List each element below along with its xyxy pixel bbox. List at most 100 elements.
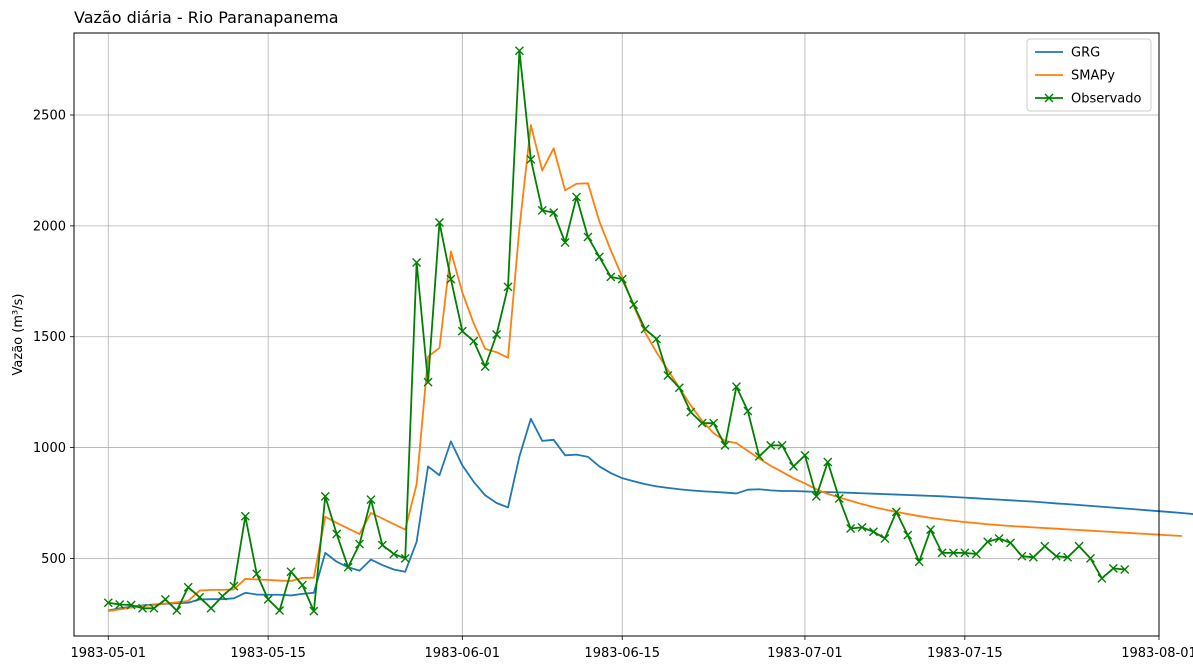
data-point-observado xyxy=(355,539,365,549)
series-line-smapy xyxy=(108,124,1182,613)
data-point-observado xyxy=(400,553,410,563)
data-point-observado xyxy=(172,606,182,616)
data-point-observado xyxy=(731,382,741,392)
data-point-observado xyxy=(811,491,821,501)
data-point-observado xyxy=(332,529,342,539)
legend-box xyxy=(1026,38,1152,112)
data-point-observado xyxy=(560,238,570,247)
data-point-observado xyxy=(1097,573,1107,583)
y-axis-ticks: 500 1000 1500 2000 2500 xyxy=(33,109,74,567)
y-axis-label: Vazão (m³/s) xyxy=(11,294,26,376)
data-point-observado xyxy=(160,594,170,604)
x-tick-label: 1983-06-15 xyxy=(584,646,660,661)
data-point-observado xyxy=(994,533,1004,543)
data-point-observado xyxy=(846,523,856,533)
data-point-observado xyxy=(217,591,227,601)
y-tick-label: 2500 xyxy=(33,109,66,124)
y-tick-label: 1000 xyxy=(33,441,66,456)
legend-item-smapy: SMAPy xyxy=(1035,69,1115,84)
data-point-observado xyxy=(594,252,604,262)
data-point-observado xyxy=(1028,552,1038,562)
data-point-observado xyxy=(297,580,307,590)
data-point-observado xyxy=(229,581,239,591)
data-point-observado xyxy=(686,407,696,417)
series-lines xyxy=(103,46,1193,616)
data-point-observado xyxy=(434,218,444,228)
grid-lines xyxy=(74,33,1160,636)
data-point-observado xyxy=(743,406,753,416)
data-point-observado xyxy=(412,257,422,267)
data-point-observado xyxy=(286,567,296,577)
series-line-observado xyxy=(108,49,1125,613)
data-point-observado xyxy=(115,600,125,610)
x-tick-label: 1983-05-01 xyxy=(70,646,146,661)
data-point-observado xyxy=(1120,564,1130,574)
data-point-observado xyxy=(651,334,661,344)
data-point-observado xyxy=(389,549,399,559)
data-point-observado xyxy=(183,582,193,592)
data-point-observado xyxy=(549,208,559,218)
data-point-observado xyxy=(971,549,981,559)
data-point-observado xyxy=(926,525,936,535)
x-axis-ticks: 1983-05-01 1983-05-15 1983-06-01 1983-06-15… xyxy=(70,636,1193,661)
data-point-observado xyxy=(709,418,719,428)
data-point-observado xyxy=(800,450,810,460)
data-point-observado xyxy=(309,606,319,616)
data-point-observado xyxy=(1006,538,1016,548)
data-point-observado xyxy=(891,507,901,517)
data-point-observado xyxy=(1051,551,1061,561)
data-point-observado xyxy=(583,232,593,242)
y-tick-label: 2000 xyxy=(33,219,66,234)
data-point-observado xyxy=(640,324,650,334)
y-tick-label: 500 xyxy=(41,552,66,567)
data-point-observado xyxy=(126,600,136,610)
data-point-observado xyxy=(320,491,330,501)
data-point-observado xyxy=(823,457,833,467)
data-point-observado xyxy=(240,511,250,521)
legend-label: GRG xyxy=(1071,46,1100,61)
legend-label: Observado xyxy=(1071,92,1142,107)
x-tick-label: 1983-07-01 xyxy=(767,646,843,661)
data-point-observado xyxy=(948,548,958,558)
data-point-observado xyxy=(572,192,582,202)
data-point-observado xyxy=(275,606,285,616)
data-point-observado xyxy=(377,540,387,550)
x-tick-label: 1983-06-01 xyxy=(425,646,501,661)
data-point-observado xyxy=(857,522,867,532)
legend-label: SMAPy xyxy=(1071,69,1115,84)
data-point-observado xyxy=(960,548,970,558)
data-point-observado xyxy=(914,557,924,567)
data-point-observado xyxy=(492,330,502,339)
x-tick-label: 1983-08-01 xyxy=(1121,646,1193,661)
data-point-observado xyxy=(903,530,913,540)
data-point-observado xyxy=(1017,551,1027,561)
data-point-observado xyxy=(1074,541,1084,551)
data-point-observado xyxy=(663,371,673,381)
data-point-observado xyxy=(1063,552,1073,562)
data-point-observado xyxy=(366,495,376,505)
series-line-grg xyxy=(108,417,1193,612)
x-tick-label: 1983-05-15 xyxy=(230,646,306,661)
data-point-observado xyxy=(514,46,524,56)
data-point-observado xyxy=(834,494,844,504)
data-point-observado xyxy=(446,274,456,284)
data-point-observado xyxy=(697,418,707,428)
data-point-observado xyxy=(868,527,878,537)
data-point-observado xyxy=(469,336,479,346)
data-point-observado xyxy=(103,598,113,608)
data-point-observado xyxy=(983,537,993,547)
legend: GRG SMAPy Observado xyxy=(1026,38,1152,112)
data-point-observado xyxy=(423,377,433,387)
chart-title: Vazão diária - Rio Paranapanema xyxy=(74,8,339,27)
data-point-observado xyxy=(138,603,148,613)
data-point-observado xyxy=(343,562,353,572)
data-point-observado xyxy=(629,300,639,310)
data-point-observado xyxy=(537,205,547,215)
data-point-observado xyxy=(1108,563,1118,573)
data-point-observado xyxy=(149,603,159,613)
data-point-observado xyxy=(503,282,513,292)
data-point-observado xyxy=(754,451,764,461)
x-tick-label: 1983-07-15 xyxy=(927,646,1003,661)
data-point-observado xyxy=(789,461,799,471)
